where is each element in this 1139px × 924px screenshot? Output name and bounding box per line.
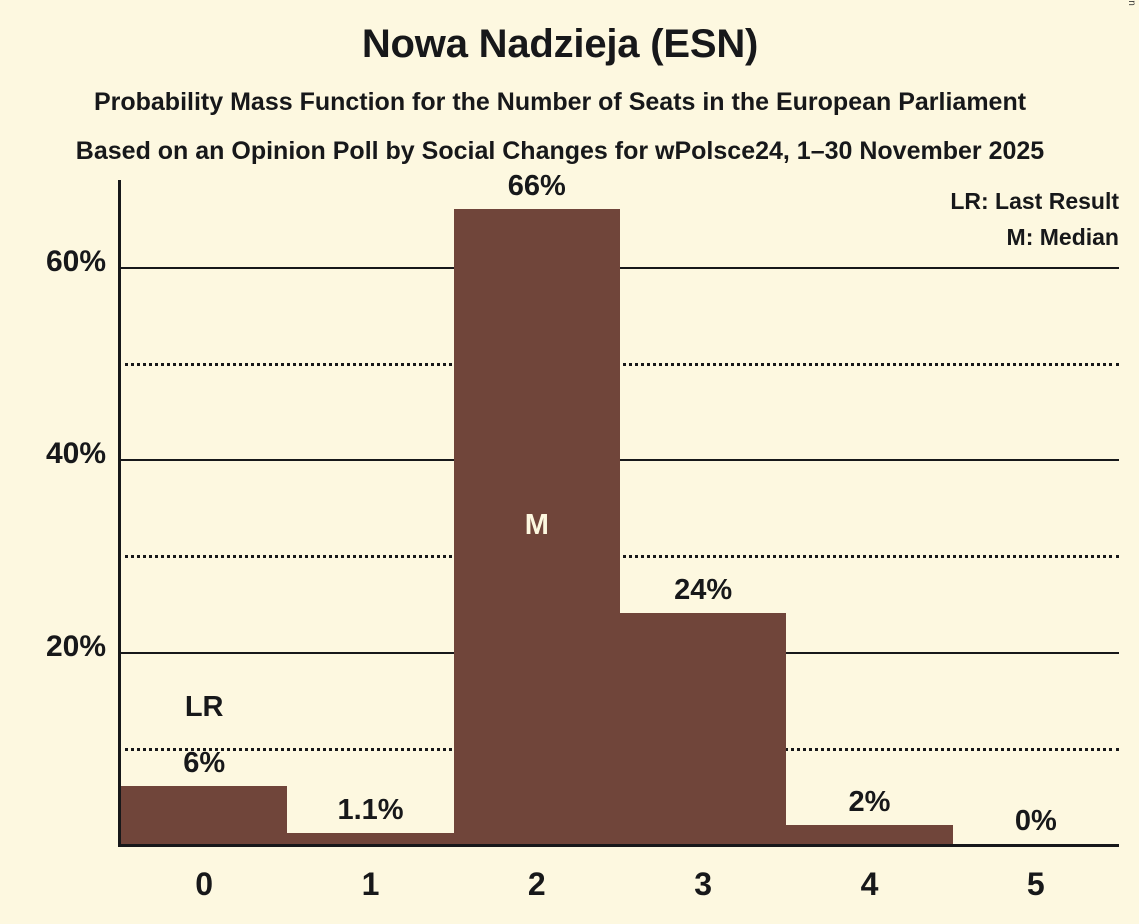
chart-legend: LR: Last Result M: Median [950, 183, 1119, 255]
x-axis-label-3: 3 [694, 866, 713, 902]
bar-marker-m: M [524, 509, 549, 542]
bar-value-label: 1.1% [337, 794, 404, 827]
bar [453, 208, 620, 844]
x-axis-label-1: 1 [361, 866, 380, 902]
bar-value-label: 2% [848, 785, 891, 818]
x-axis-label-2: 2 [527, 866, 546, 902]
y-axis-label-60: 60% [45, 244, 106, 278]
bar-marker-lr: LR [184, 691, 224, 724]
x-axis-label-5: 5 [1026, 866, 1045, 902]
plot-area [118, 180, 1119, 847]
x-axis-line [118, 844, 1119, 847]
bar-value-label: 6% [183, 747, 226, 780]
bar-value-label: 0% [1014, 805, 1057, 837]
x-axis-label-0: 0 [195, 866, 214, 902]
chart-subtitle: Probability Mass Function for the Number… [93, 88, 1027, 116]
bar [287, 833, 454, 844]
y-axis-line [118, 180, 121, 847]
bar [620, 613, 787, 844]
chart-title: Nowa Nadzieja (ESN) [361, 22, 759, 66]
x-axis-label-4: 4 [860, 866, 879, 902]
y-axis-label-20: 20% [45, 629, 106, 663]
legend-last-result: LR: Last Result [950, 188, 1119, 214]
chart-source-note: Based on an Opinion Poll by Social Chang… [75, 137, 1045, 165]
copyright-notice: © 2025 Filip van Laenen [1126, 0, 1137, 6]
bar [786, 824, 953, 844]
bar [121, 786, 288, 844]
bar-value-label: 24% [674, 574, 733, 607]
bar-value-label: 66% [507, 169, 566, 202]
legend-median: M: Median [1006, 224, 1119, 250]
y-axis-label-40: 40% [45, 437, 106, 471]
